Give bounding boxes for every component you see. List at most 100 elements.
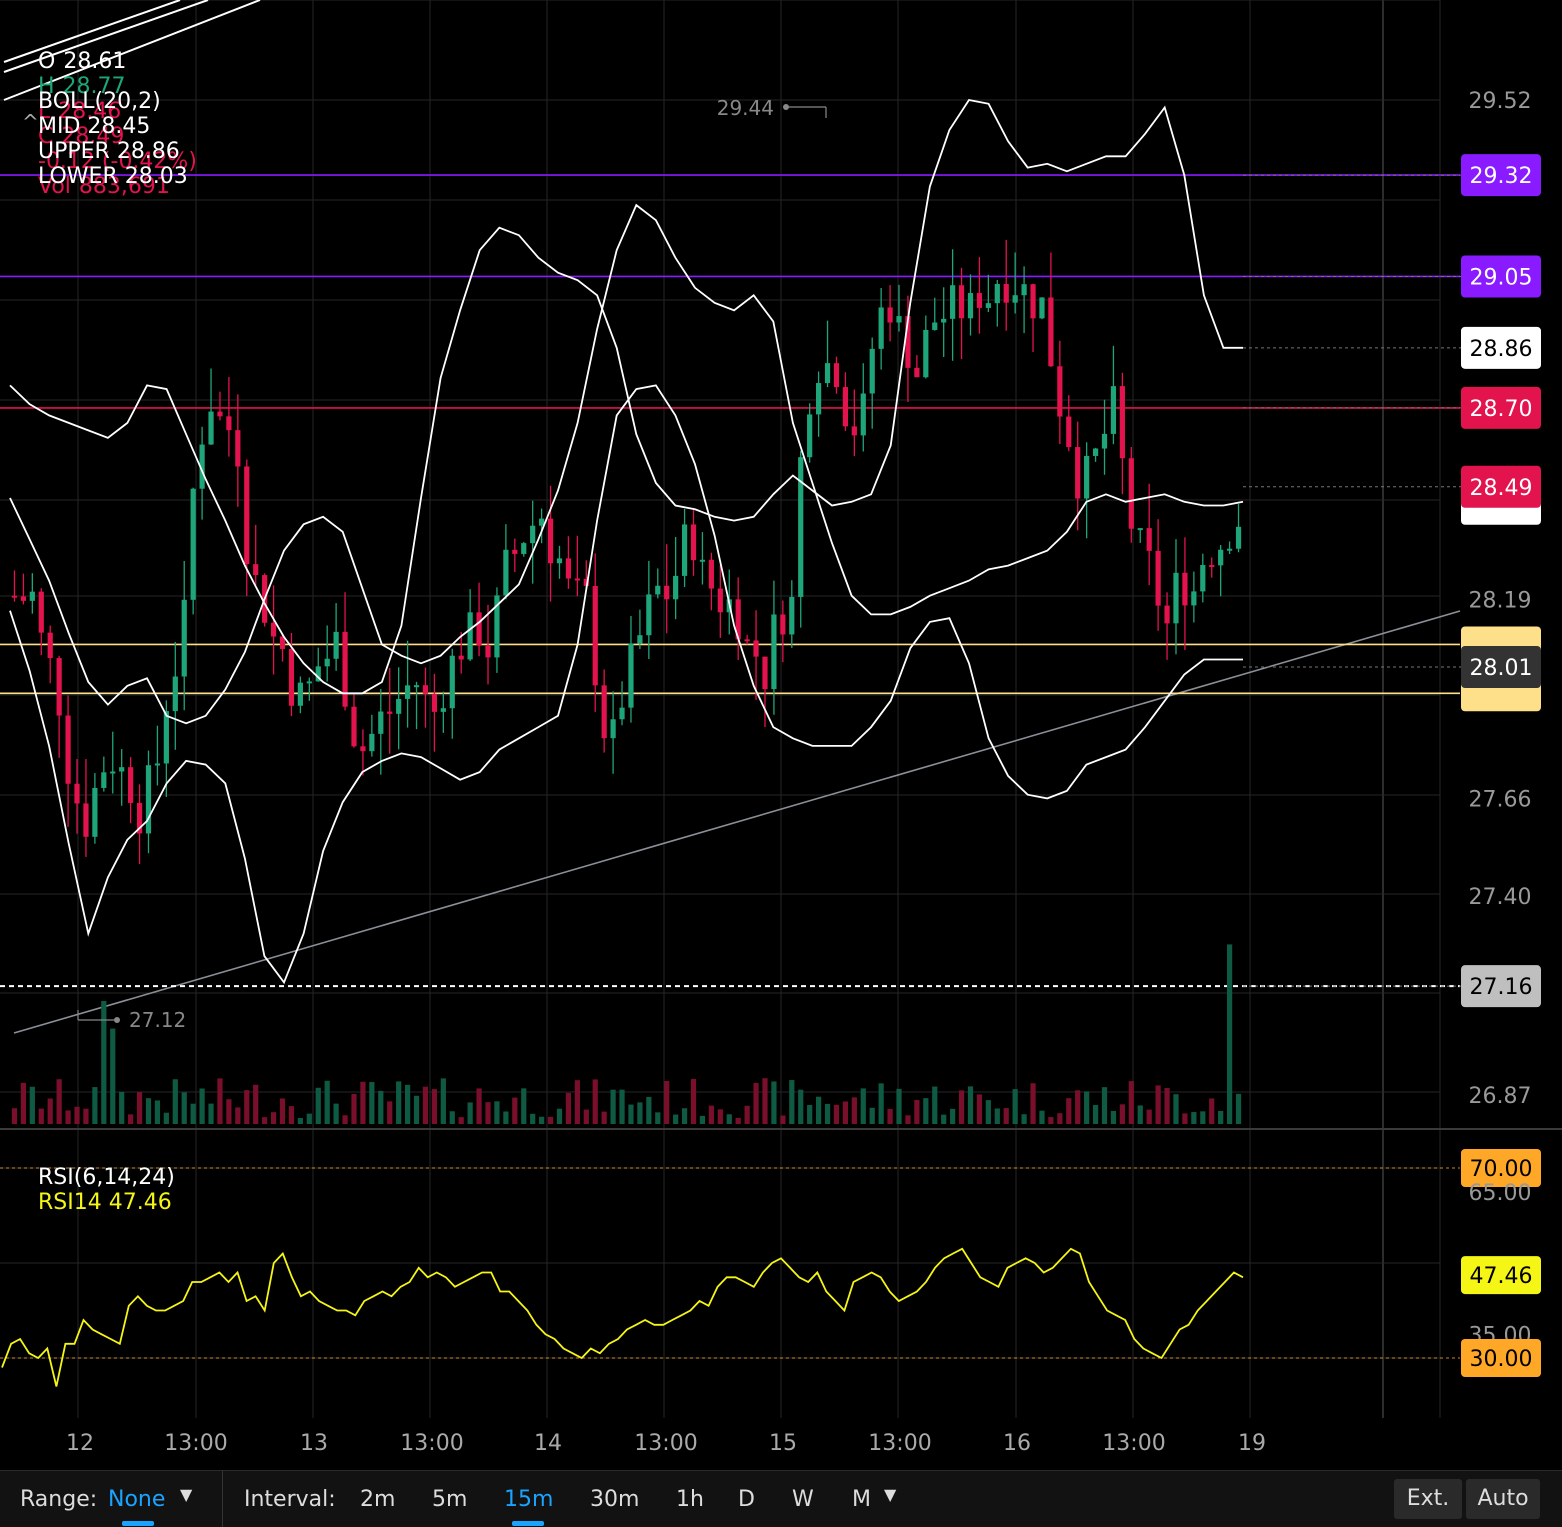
candle-body: [279, 636, 286, 649]
candle-body: [1092, 448, 1099, 456]
candle-body: [163, 711, 169, 764]
candle-body: [458, 655, 464, 660]
volume-bar: [92, 1087, 98, 1124]
candle-body: [38, 591, 44, 633]
volume-bar: [378, 1090, 384, 1124]
price-badge: [1461, 386, 1541, 429]
ohlc-close: C 28.49: [38, 124, 125, 149]
volume-bar: [735, 1117, 741, 1124]
auto-button[interactable]: Auto: [1466, 1479, 1540, 1519]
interval-d[interactable]: D: [738, 1487, 755, 1512]
interval-more-dropdown-icon[interactable]: ▼: [884, 1485, 897, 1504]
volume-bar: [574, 1080, 580, 1124]
price-badge: [1461, 965, 1541, 1008]
candle-body: [530, 525, 536, 544]
candle-body: [690, 524, 697, 561]
candle-body: [539, 518, 545, 526]
price-badge-label: 28.86: [1470, 337, 1533, 362]
volume-bar: [387, 1101, 393, 1124]
volume-bar: [163, 1112, 169, 1124]
candle-body: [601, 685, 607, 739]
candle-body: [512, 549, 518, 554]
volume-bar: [208, 1103, 214, 1124]
candle-body: [253, 564, 259, 576]
drawing-line: [3, 0, 261, 101]
interval-m[interactable]: M: [852, 1487, 871, 1512]
price-chart[interactable]: 29.44 27.12 29.52 28.19 27.66 27.40 26.87 29.32…: [0, 0, 1562, 1470]
candle-body: [83, 803, 89, 837]
volume-bar: [708, 1105, 714, 1124]
interval-5m[interactable]: 5m: [432, 1487, 468, 1512]
volume-bar: [458, 1117, 464, 1124]
candle-body: [1218, 549, 1224, 566]
candle-body: [1057, 366, 1063, 417]
toolbar-divider: [222, 1471, 223, 1527]
candle-body: [708, 559, 714, 589]
price-badge-label: 28.49: [1470, 476, 1533, 501]
volume-bar: [11, 1108, 18, 1124]
volume-bar: [288, 1106, 295, 1124]
candle-body: [1182, 572, 1188, 606]
candle-body: [762, 656, 768, 690]
volume-bar: [297, 1117, 303, 1124]
volume-bar: [413, 1095, 420, 1124]
candle-body: [476, 612, 482, 646]
volume-bar: [172, 1079, 178, 1124]
time-axis-tick: 14: [534, 1431, 562, 1456]
volume-bar: [1039, 1110, 1045, 1124]
volume-bar: [324, 1080, 330, 1124]
candle-body: [1209, 565, 1215, 568]
rsi-axis-tick: 65.00: [1469, 1181, 1532, 1206]
volume-bar: [664, 1081, 670, 1124]
volume-bar: [217, 1078, 223, 1124]
time-axis-tick: 13:00: [164, 1431, 227, 1456]
volume-bar: [1021, 1114, 1027, 1124]
range-dropdown-icon[interactable]: ▼: [180, 1485, 193, 1504]
candle-body: [404, 685, 411, 699]
volume-bar: [431, 1089, 438, 1124]
candle-body: [128, 767, 134, 803]
volume-bar: [762, 1078, 768, 1124]
volume-bar: [512, 1097, 518, 1124]
volume-bar: [896, 1088, 902, 1124]
volume-bar: [1110, 1110, 1117, 1124]
ohlc-change: -0.12 (-0.42%): [38, 149, 197, 174]
volume-bar: [315, 1087, 321, 1124]
price-axis-tick: 27.40: [1469, 885, 1532, 910]
candle-body: [646, 594, 652, 636]
collapse-legend-icon[interactable]: ^: [22, 110, 39, 134]
candle-body: [771, 614, 777, 690]
candle-body: [92, 787, 98, 837]
candle-body: [324, 658, 330, 667]
ext-button[interactable]: Ext.: [1394, 1479, 1462, 1519]
volume-bar: [539, 1116, 545, 1124]
interval-15m[interactable]: 15m: [504, 1487, 554, 1512]
rsi-badge-label: 70.00: [1470, 1157, 1533, 1182]
volume-bar: [807, 1104, 813, 1124]
candle-body: [360, 746, 366, 752]
volume-bar: [690, 1078, 697, 1124]
volume-bar: [699, 1115, 706, 1124]
volume-bar: [1075, 1090, 1081, 1124]
volume-bar: [494, 1101, 500, 1124]
candle-body: [244, 466, 250, 565]
volume-bar: [244, 1090, 250, 1124]
price-badge: [1461, 646, 1541, 689]
volume-bar: [226, 1099, 232, 1124]
candle-body: [592, 586, 598, 686]
volume-bar: [985, 1100, 991, 1124]
low-marker-label: 27.12: [129, 1008, 186, 1032]
volume-bar: [851, 1097, 857, 1124]
volume-bars: [11, 944, 1242, 1124]
interval-w[interactable]: W: [792, 1487, 814, 1512]
interval-1h[interactable]: 1h: [676, 1487, 704, 1512]
boll-mid: MID 28.45: [38, 114, 151, 139]
interval-30m[interactable]: 30m: [590, 1487, 640, 1512]
price-axis-tick: 27.66: [1469, 787, 1532, 812]
range-select[interactable]: None: [108, 1487, 166, 1512]
candle-body: [226, 416, 232, 431]
interval-2m[interactable]: 2m: [360, 1487, 396, 1512]
volume-bar: [673, 1114, 679, 1124]
candle-body: [673, 575, 679, 600]
candle-body: [217, 411, 223, 417]
